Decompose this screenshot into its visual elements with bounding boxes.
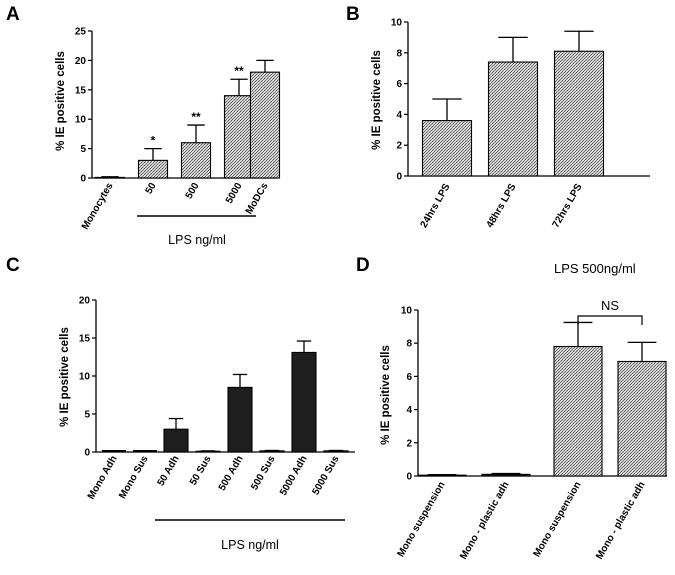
- bar: [94, 176, 126, 179]
- panel-a-categories: Monocytes 50 500 5000 MoDCs: [80, 181, 271, 232]
- y-tick-label: 6: [396, 79, 402, 90]
- category-label: Mono Sus: [117, 454, 151, 501]
- panel-label-c: C: [6, 255, 20, 276]
- category-label: 50 Sus: [188, 454, 214, 488]
- category-label: 48hrs LPS: [485, 182, 519, 230]
- bracket-line: [577, 315, 643, 325]
- y-tick-label: 10: [401, 306, 413, 317]
- y-tick-label: 4: [396, 110, 402, 121]
- category-label: 5000 Adh: [278, 454, 310, 498]
- category-label: Mono - plastic adh: [458, 480, 511, 562]
- panel-c: C % IE positive cells 0 5 10 15 20 Mono AdhM…: [6, 255, 355, 552]
- panel-c-group-label: LPS ng/ml: [221, 538, 279, 552]
- bar: [163, 428, 189, 453]
- panel-d-y-axis-label: % IE positive cells: [380, 345, 392, 445]
- y-tick-label: 4: [406, 405, 412, 416]
- y-tick-label: 0: [84, 448, 90, 459]
- bar: [249, 71, 281, 179]
- bar: [137, 159, 169, 179]
- y-tick-label: 8: [406, 339, 412, 350]
- panel-b-y-ticks: 0 2 4 6 8 10: [391, 18, 650, 183]
- panel-b-categories: 24hrs LPS 48hrs LPS 72hrs LPS: [419, 182, 585, 230]
- panel-c-bars: [102, 340, 349, 453]
- y-tick-label: 5: [80, 144, 86, 155]
- category-label: Mono suspension: [532, 480, 584, 559]
- y-tick-label: 25: [75, 27, 87, 38]
- category-label: Mono Adh: [86, 454, 120, 502]
- category-label: 5000 Sus: [310, 454, 341, 497]
- panel-d-title: LPS 500ng/ml: [554, 261, 636, 276]
- panel-d: D LPS 500ng/ml % IE positive cells 0 2 4 6 8…: [356, 255, 667, 562]
- category-label: 24hrs LPS: [419, 182, 453, 230]
- bar: [553, 50, 605, 177]
- y-tick-label: 5: [84, 410, 90, 421]
- bar: [227, 386, 253, 453]
- panel-b-y-axis-label: % IE positive cells: [371, 50, 383, 150]
- panel-label-b: B: [346, 4, 360, 25]
- panel-a-bars: *****: [94, 59, 281, 179]
- y-tick-label: 15: [79, 334, 91, 345]
- y-tick-label: 15: [75, 85, 87, 96]
- bar: [487, 61, 539, 177]
- panel-a-group-label: LPS ng/ml: [168, 233, 226, 247]
- category-label: Monocytes: [80, 181, 116, 232]
- y-tick-label: 0: [396, 172, 402, 183]
- y-tick-label: 8: [396, 48, 402, 59]
- category-label: Mono - plastic adh: [594, 480, 647, 562]
- panel-b-bars: [421, 30, 605, 177]
- significance-marker: *: [151, 134, 156, 148]
- panel-label-d: D: [356, 255, 370, 276]
- category-label: 500 Sus: [249, 454, 278, 493]
- bar: [223, 95, 255, 179]
- panel-a-y-axis-label: % IE positive cells: [55, 51, 67, 151]
- bar: [617, 360, 667, 477]
- y-tick-label: 0: [80, 174, 86, 185]
- category-label: 72hrs LPS: [551, 182, 585, 230]
- panel-d-bars: [417, 321, 667, 477]
- y-tick-label: 2: [396, 141, 402, 152]
- panel-d-significance-bracket: NS: [577, 298, 643, 325]
- category-label: 500: [184, 181, 202, 201]
- bar: [421, 120, 473, 177]
- y-tick-label: 20: [75, 56, 87, 67]
- panel-d-categories: Mono suspension Mono - plastic adh Mono su…: [396, 480, 648, 562]
- bar: [481, 473, 531, 477]
- bar: [180, 142, 212, 179]
- category-label: 50 Adh: [156, 454, 182, 488]
- y-tick-label: 20: [79, 296, 91, 307]
- y-tick-label: 6: [406, 372, 412, 383]
- significance-marker: **: [191, 110, 201, 124]
- bar: [291, 351, 317, 453]
- category-label: Mono suspension: [396, 480, 448, 559]
- category-label: MoDCs: [244, 181, 271, 217]
- y-tick-label: 10: [79, 372, 91, 383]
- bar: [553, 345, 603, 477]
- y-tick-label: 0: [406, 472, 412, 483]
- y-tick-label: 10: [75, 115, 87, 126]
- category-label: 500 Adh: [217, 454, 246, 493]
- panel-label-a: A: [6, 4, 20, 25]
- significance-label: NS: [601, 298, 619, 313]
- y-tick-label: 2: [406, 438, 412, 449]
- significance-marker: **: [234, 64, 244, 78]
- category-label: 5000: [224, 181, 245, 206]
- panel-c-y-axis-label: % IE positive cells: [59, 327, 71, 427]
- category-label: 50: [144, 181, 159, 197]
- y-tick-label: 10: [391, 18, 403, 29]
- panel-b: B % IE positive cells 0 2 4 6 8 10 24hrs LPS 4…: [346, 4, 650, 230]
